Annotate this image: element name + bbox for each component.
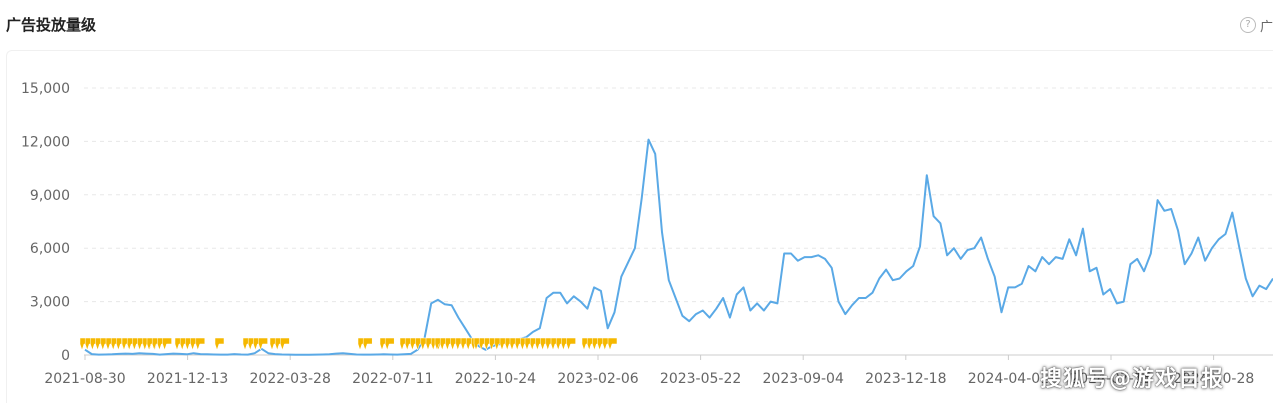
flag-marker (607, 337, 618, 351)
x-tick-label: 2021-08-30 (44, 371, 125, 387)
chart-card (6, 50, 1273, 403)
flag-marker (162, 337, 172, 351)
chart-title: 广告投放量级 (6, 16, 97, 34)
y-tick-label: 3,000 (30, 295, 70, 311)
flag-marker (566, 337, 576, 351)
y-tick-label: 0 (61, 348, 70, 364)
y-axis: 0 3,000 6,000 9,000 12,000 15,000 (21, 81, 70, 364)
y-tick-label: 12,000 (21, 134, 70, 150)
series-group (84, 138, 1273, 356)
y-tick-label: 15,000 (21, 81, 70, 97)
help-label: 广 (1260, 20, 1273, 35)
flag-marker (258, 337, 268, 351)
y-tick-label: 9,000 (30, 188, 70, 204)
flag-marker (362, 337, 373, 351)
flag-marker (195, 337, 206, 351)
flag-marker (384, 337, 395, 351)
x-tick-label: 2022-03-28 (250, 371, 331, 387)
x-tick-label: 2024-07-15 (1070, 371, 1151, 387)
x-axis: 2021-08-30 2021-12-13 2022-03-28 2022-07-11… (44, 355, 1254, 387)
marker-group (79, 337, 618, 351)
series-line (84, 138, 1273, 356)
flag-marker (214, 337, 225, 351)
x-tick-label: 2023-12-18 (865, 371, 946, 387)
x-tick-label: 2022-07-11 (352, 371, 433, 387)
question-circle-icon[interactable]: ? (1240, 17, 1256, 33)
y-tick-label: 6,000 (30, 241, 70, 257)
x-tick-label: 2023-05-22 (660, 371, 741, 387)
x-tick-label: 2023-09-04 (763, 371, 844, 387)
x-tick-label: 2023-02-06 (557, 371, 638, 387)
x-tick-label: 2021-12-13 (147, 371, 228, 387)
x-tick-label: 2024-04-01 (968, 371, 1049, 387)
watermark: 搜狐号@游戏日报 (1040, 367, 1225, 392)
chart-grid (84, 87, 1273, 356)
flag-marker (280, 337, 290, 351)
x-tick-label: 2024-10-28 (1173, 371, 1254, 387)
x-tick-label: 2022-10-24 (455, 371, 536, 387)
